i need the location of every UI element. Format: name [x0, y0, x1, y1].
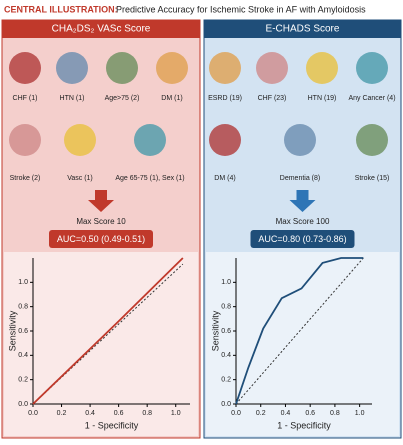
- factor-label: Dementia (8): [280, 175, 320, 182]
- factor-label: Any Cancer (4): [348, 95, 395, 102]
- arrow: [289, 190, 316, 212]
- factor-label: CHF (1): [13, 95, 38, 102]
- left-panel-header: [2, 20, 200, 38]
- x-tick-label: 0.6: [114, 410, 124, 417]
- y-tick-label: 0.4: [18, 352, 28, 359]
- max-score: Max Score 10: [76, 217, 126, 226]
- x-tick-label: 1.0: [355, 410, 365, 417]
- factor-icon: [156, 52, 188, 84]
- x-axis-label: 1 - Specificity: [85, 420, 139, 430]
- factor-label: HTN (1): [60, 95, 85, 102]
- x-tick-label: 0.6: [305, 410, 315, 417]
- factor-label: Age 65-75 (1), Sex (1): [115, 175, 184, 182]
- x-tick-label: 0.2: [256, 410, 266, 417]
- y-tick-label: 0.0: [221, 401, 231, 408]
- factor-icon: [209, 52, 241, 84]
- auc-label: AUC=0.80 (0.73-0.86): [258, 234, 346, 244]
- y-tick-label: 0.8: [18, 304, 28, 311]
- factor-icon: [106, 52, 138, 84]
- factor-label: CHF (23): [258, 95, 287, 102]
- x-tick-label: 0.0: [231, 410, 241, 417]
- y-tick-label: 1.0: [18, 279, 28, 286]
- y-tick-label: 0.2: [221, 377, 231, 384]
- factor-icon: [306, 52, 338, 84]
- x-tick-label: 0.2: [57, 410, 67, 417]
- y-tick-label: 0.6: [18, 328, 28, 335]
- factor-icon: [209, 124, 241, 156]
- factor-icon: [356, 124, 388, 156]
- factor-icon: [9, 52, 41, 84]
- right-panel-header: [204, 20, 401, 38]
- header-label: CENTRAL ILLUSTRATION:: [4, 4, 118, 14]
- y-axis-label: Sensitivity: [7, 310, 17, 351]
- factor-icon: [356, 52, 388, 84]
- x-tick-label: 0.0: [28, 410, 38, 417]
- auc-label: AUC=0.50 (0.49-0.51): [57, 234, 145, 244]
- header-title: Predictive Accuracy for Ischemic Stroke …: [116, 4, 366, 14]
- auc-box: [49, 230, 153, 248]
- arrow: [88, 190, 114, 212]
- y-tick-label: 1.0: [221, 279, 231, 286]
- auc-box: [250, 230, 355, 248]
- factor-label: HTN (19): [308, 95, 337, 102]
- roc-line: [32, 257, 184, 405]
- x-tick-label: 0.4: [85, 410, 95, 417]
- y-tick-label: 0.2: [18, 377, 28, 384]
- x-tick-label: 1.0: [171, 410, 181, 417]
- y-axis-label: Sensitivity: [210, 310, 220, 351]
- max-score: Max Score 100: [276, 217, 330, 226]
- factor-label: Stroke (2): [10, 175, 41, 182]
- y-tick-label: 0.6: [221, 328, 231, 335]
- factor-label: Age>75 (2): [105, 95, 140, 102]
- factor-icon: [64, 124, 96, 156]
- factor-icon: [134, 124, 166, 156]
- factor-icon: [56, 52, 88, 84]
- panel-title: CHA₂DS₂ VASc Score: [52, 24, 151, 35]
- y-tick-label: 0.0: [18, 401, 28, 408]
- chart-area: [206, 252, 399, 436]
- panel-title: E-CHADS Score: [266, 24, 340, 35]
- y-tick-label: 0.4: [221, 352, 231, 359]
- factor-label: Stroke (15): [355, 175, 390, 182]
- y-tick-label: 0.8: [221, 304, 231, 311]
- factor-icon: [256, 52, 288, 84]
- factor-icon: [9, 124, 41, 156]
- x-tick-label: 0.8: [142, 410, 152, 417]
- roc-line: [235, 257, 364, 405]
- roc-line: [235, 257, 364, 405]
- x-axis-label: 1 - Specificity: [277, 420, 331, 430]
- factor-label: Vasc (1): [67, 175, 93, 182]
- x-tick-label: 0.8: [330, 410, 340, 417]
- chart-area: [4, 252, 198, 436]
- factor-icon: [284, 124, 316, 156]
- factor-label: ESRD (19): [208, 95, 242, 102]
- factor-label: DM (1): [161, 95, 182, 102]
- x-tick-label: 0.4: [281, 410, 291, 417]
- factor-label: DM (4): [214, 175, 235, 182]
